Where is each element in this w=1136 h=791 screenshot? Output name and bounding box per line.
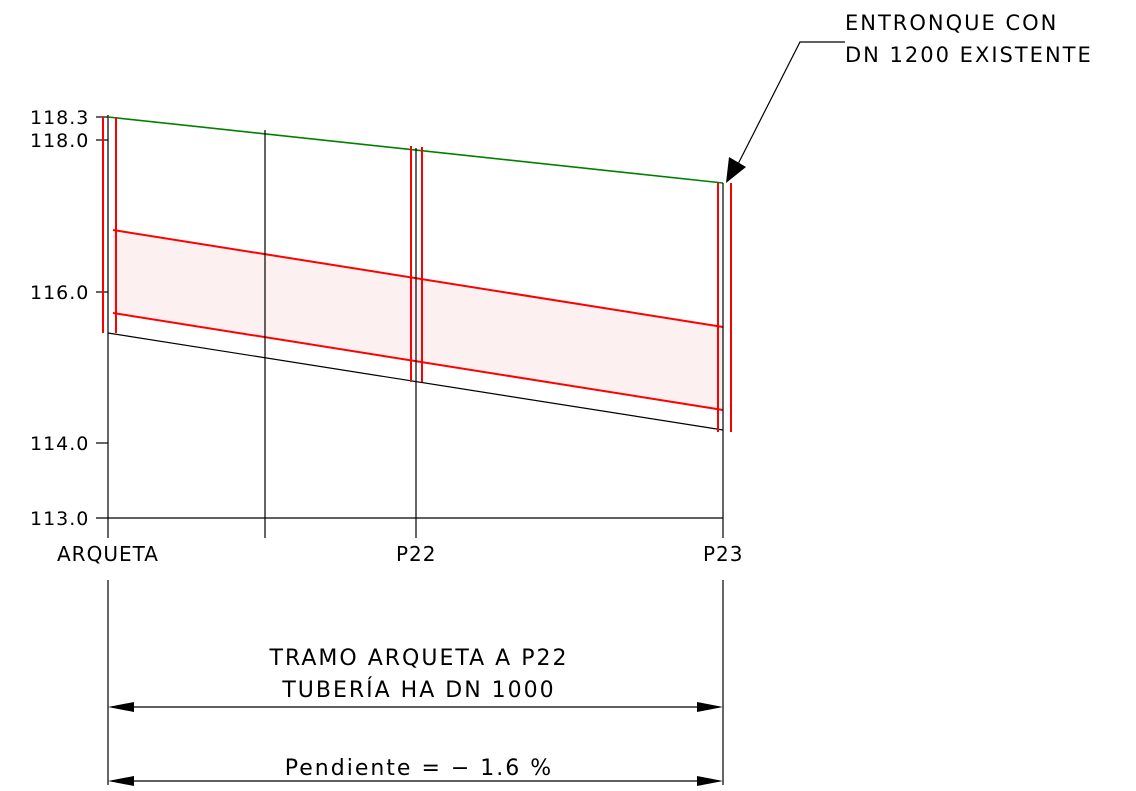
- station-label-p22: P22: [396, 542, 437, 566]
- station-label-arqueta: ARQUETA: [57, 542, 159, 566]
- callout-line1: ENTRONQUE CON: [845, 11, 1058, 35]
- pipe-fill-band: [113, 230, 723, 410]
- arrowhead-left-icon: [108, 776, 134, 786]
- axis-label-118-0: 118.0: [30, 130, 89, 152]
- axis-label-118-3: 118.3: [30, 107, 89, 129]
- arrowhead-right-icon: [697, 776, 723, 786]
- arrowhead-right-icon: [697, 702, 723, 712]
- pipe-invert-line: [112, 312, 724, 411]
- callout-line2: DN 1200 EXISTENTE: [845, 43, 1093, 67]
- slope-label: Pendiente = − 1.6 %: [285, 756, 553, 781]
- axis-label-116-0: 116.0: [30, 282, 89, 304]
- arrowhead-left-icon: [108, 702, 134, 712]
- section-title-line1: TRAMO ARQUETA A P22: [269, 646, 569, 671]
- callout-arrowhead-icon: [726, 157, 746, 183]
- pipe-crown-line: [112, 229, 724, 328]
- station-label-p23: P23: [703, 542, 744, 566]
- callout-leader-line: [734, 41, 845, 171]
- section-title-line2: TUBERÍA HA DN 1000: [281, 677, 555, 703]
- axis-label-114-0: 114.0: [30, 433, 89, 455]
- axis-label-113-0: 113.0: [30, 508, 89, 530]
